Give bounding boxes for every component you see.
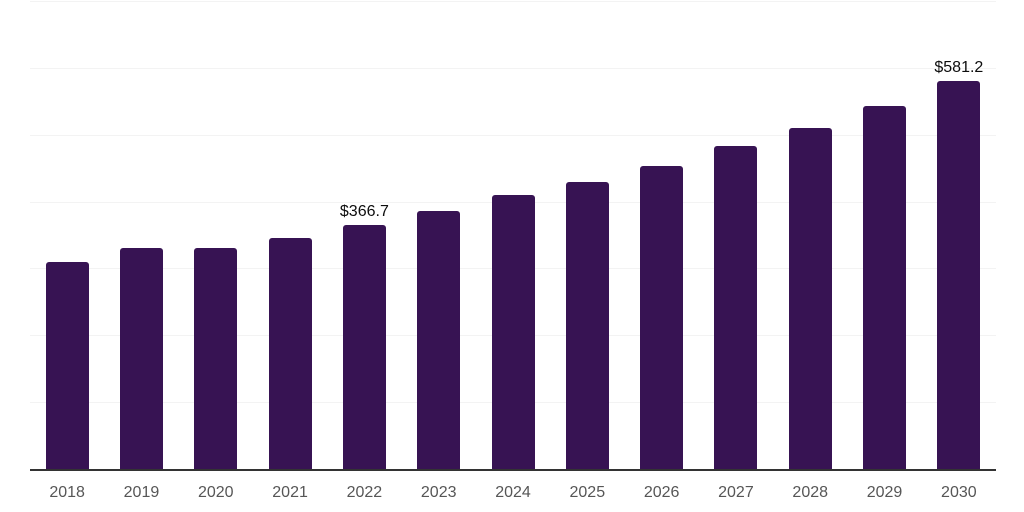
x-tick-label-2029: 2029 — [866, 484, 903, 501]
bar-2018 — [45, 262, 89, 470]
x-tick-label-2019: 2019 — [123, 484, 160, 501]
gridline — [30, 134, 996, 136]
gridline — [30, 67, 996, 69]
x-tick-label-2027: 2027 — [718, 484, 754, 501]
x-tick-label-2020: 2020 — [197, 484, 234, 501]
x-axis-labels: 2018 2019 2020 2021 2022 2023 2024 2025 2026 2027… — [0, 485, 1024, 505]
bar-2024 — [491, 195, 535, 470]
x-tick-label-2026: 2026 — [643, 484, 680, 501]
x-tick-label-2025: 2025 — [569, 484, 606, 501]
bar-2019 — [119, 247, 163, 470]
bar-2023 — [417, 211, 461, 470]
x-tick-label-2024: 2024 — [495, 484, 531, 501]
x-tick-label-2028: 2028 — [792, 484, 829, 501]
x-tick-label-2018: 2018 — [49, 484, 85, 501]
bar-2030 — [937, 81, 981, 470]
bar-2021 — [268, 237, 312, 470]
bar-2025 — [565, 181, 609, 470]
gridline — [30, 1, 996, 2]
bar-value-label-2022: $366.7 — [339, 202, 389, 220]
x-axis-line — [30, 469, 996, 471]
plot-area: $366.7 $581.2 — [30, 1, 996, 470]
bar-2022 — [342, 224, 386, 470]
x-tick-label-2022: 2022 — [346, 484, 383, 501]
bar-2028 — [788, 127, 832, 470]
x-tick-label-2023: 2023 — [420, 484, 457, 501]
bar-2027 — [714, 145, 758, 470]
bar-value-label-2030: $581.2 — [934, 59, 984, 77]
bar-2020 — [194, 248, 238, 470]
x-tick-label-2021: 2021 — [272, 484, 308, 501]
bar-2026 — [640, 165, 684, 470]
bar-2029 — [863, 105, 907, 470]
x-tick-label-2030: 2030 — [941, 484, 977, 501]
